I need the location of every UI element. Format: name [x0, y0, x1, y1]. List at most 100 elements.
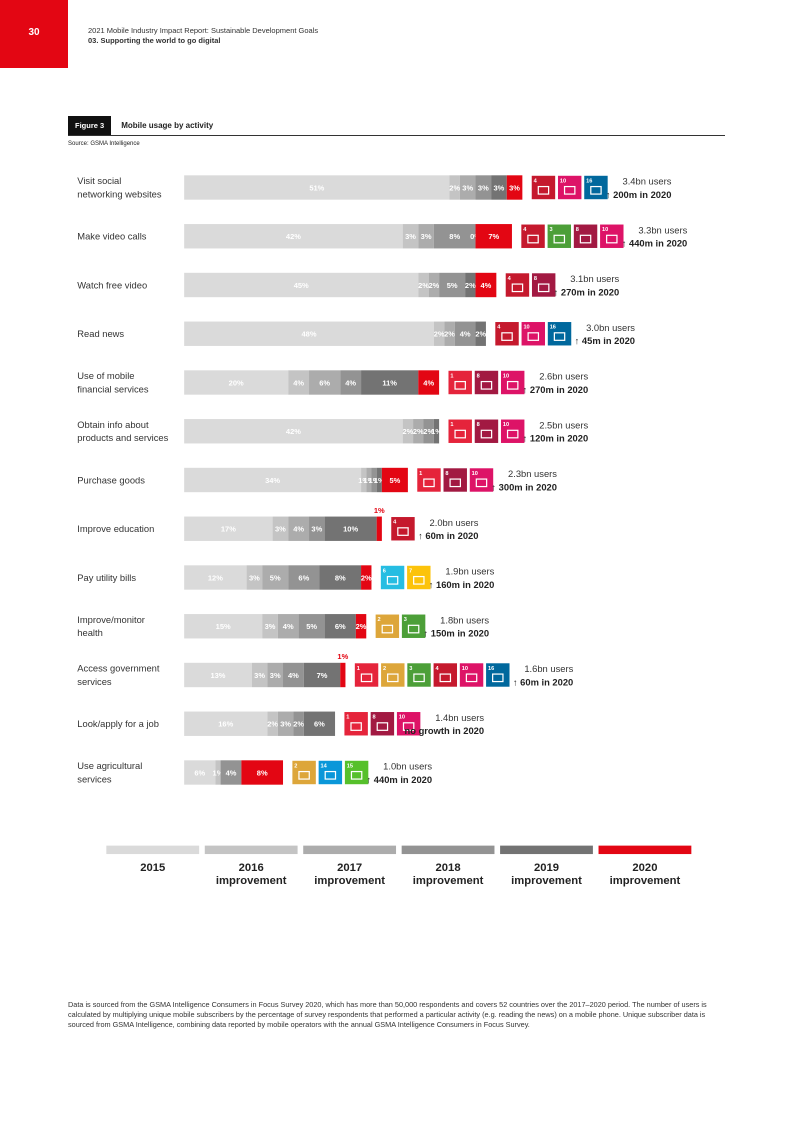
- chart-row: Read news 48% 2% 2% 4% 2%4 10 16 3.0bn users↑ 45…: [77, 321, 635, 346]
- bar-segment: [381, 467, 408, 493]
- bar-segment: [475, 272, 497, 298]
- data-label: 5%: [447, 281, 458, 290]
- sdg-icon-glyph: [350, 722, 362, 731]
- legend-label-sub: improvement: [610, 875, 681, 887]
- data-label: 16%: [218, 720, 233, 729]
- data-label: 2%: [413, 427, 424, 436]
- figure-label: Figure 3: [68, 116, 112, 135]
- data-label: 4%: [423, 378, 434, 387]
- bar-segment: [449, 175, 460, 200]
- sdg-icon-tile: [547, 322, 572, 346]
- users-value: 1.9bn users: [445, 567, 494, 577]
- data-label: 8%: [335, 573, 346, 582]
- bar-segment: [361, 565, 372, 590]
- sdg-icon-glyph: [475, 478, 488, 488]
- bar-segment: [439, 272, 466, 298]
- chart-row: Make video calls 42% 3% 3% 8% 0% 7% 4 3 8 10 3.3bn …: [77, 224, 688, 249]
- data-label: 3%: [280, 720, 291, 729]
- users-value: 3.1bn users: [570, 274, 619, 284]
- users-value: 1.8bn users: [440, 615, 489, 625]
- sdg-10-icon: 10: [396, 712, 421, 736]
- sdg-10-icon: 10: [459, 663, 484, 687]
- data-label: 2%: [449, 183, 460, 192]
- legend-swatch: [401, 845, 495, 855]
- bar-segment: [418, 224, 434, 249]
- bar-segment: [376, 467, 382, 493]
- users-growth: ↑ 270m in 2020: [523, 385, 589, 395]
- row-label: Obtain info about products and services: [77, 420, 168, 443]
- bar-segment: [298, 614, 325, 639]
- sdg-icon-glyph: [553, 234, 566, 244]
- sdg-icon-number: 4: [508, 276, 512, 282]
- users-growth: ↑ 300m in 2020: [491, 482, 557, 492]
- row-label: Improve/monitor health: [77, 615, 145, 638]
- sdg-4-icon: 4: [531, 175, 556, 200]
- legend-label-sub: improvement: [314, 875, 385, 887]
- data-label: 4%: [283, 622, 294, 631]
- data-label: 4%: [481, 281, 492, 290]
- sdg-2-icon: 2: [375, 614, 400, 638]
- sdg-icon-glyph: [397, 527, 409, 536]
- row-label: Make video calls: [77, 232, 147, 242]
- row-label: Look/apply for a job: [77, 719, 159, 729]
- data-label: 2%: [423, 427, 434, 436]
- bar-segment: [402, 224, 419, 249]
- figure-source: Source: GSMA Intelligence: [68, 141, 140, 147]
- sdg-icon-glyph: [501, 332, 513, 341]
- data-label: 1%: [369, 476, 380, 485]
- legend-label: 2018: [436, 862, 461, 874]
- sdg-icon-number: 8: [576, 227, 579, 233]
- data-label: 3%: [270, 671, 281, 680]
- sdg-icon-glyph: [402, 722, 415, 731]
- sdg-icon-number: 2: [383, 666, 386, 672]
- data-label: 2%: [465, 281, 476, 290]
- sdg-4-icon: 4: [521, 224, 545, 248]
- sdg-icon-tile: [600, 224, 624, 248]
- data-label: 3%: [478, 183, 489, 192]
- data-label: 2%: [361, 573, 372, 582]
- data-label: 17%: [221, 525, 236, 534]
- sdg-icon-number: 10: [523, 325, 529, 331]
- row-label: Use of mobile financial services: [77, 371, 149, 394]
- row-label-line: services: [77, 774, 112, 784]
- data-label: 6%: [194, 768, 205, 777]
- legend-swatch: [598, 845, 692, 855]
- sdg-10-icon: 10: [600, 224, 624, 248]
- sdg-icon-tile: [557, 175, 582, 200]
- data-label: 6%: [314, 720, 325, 729]
- users-growth: ↑ 60m in 2020: [418, 531, 478, 541]
- chart-row: Use agricultural services 6% 1% 4% 8% 2 14 15 1.0…: [77, 760, 432, 785]
- sdg-icon-glyph: [506, 380, 519, 390]
- bar-segment: [184, 370, 289, 395]
- row-label-line: Access government: [77, 664, 160, 674]
- bar-segment: [433, 419, 440, 444]
- sdg-icon-number: 10: [602, 227, 608, 233]
- data-label: 6%: [298, 573, 309, 582]
- data-label: 2%: [293, 720, 304, 729]
- bar-segment: [418, 370, 440, 395]
- sdg-icon-glyph: [527, 234, 539, 244]
- legend-label-sub: improvement: [511, 875, 582, 887]
- legend-item: 2015: [106, 845, 200, 874]
- data-label: 3%: [254, 671, 265, 680]
- data-label: 3%: [405, 232, 416, 241]
- sdg-4-icon: 4: [391, 517, 415, 541]
- sdg-icon-tile: [505, 273, 530, 297]
- data-label: 13%: [210, 671, 225, 680]
- bar-segment: [309, 370, 341, 395]
- sdg-icon-number: 1: [450, 422, 453, 428]
- sdg-7-icon: 7: [407, 565, 431, 590]
- sdg-icon-tile: [500, 419, 525, 443]
- bar-segment: [371, 467, 377, 493]
- data-label: 42%: [286, 232, 301, 241]
- bar-segment: [309, 516, 325, 541]
- bar-segment: [506, 175, 523, 200]
- users-value: 1.6bn users: [524, 664, 573, 674]
- bar-segment: [184, 419, 403, 444]
- bar-segment: [376, 516, 382, 541]
- chart-row: Look/apply for a job 16% 2% 3% 2% 6% 1 8 10 1.4bn…: [77, 711, 484, 736]
- sdg-icon-tile: [459, 663, 484, 687]
- row-label-line: networking websites: [77, 189, 162, 199]
- row-label-line: financial services: [77, 384, 149, 394]
